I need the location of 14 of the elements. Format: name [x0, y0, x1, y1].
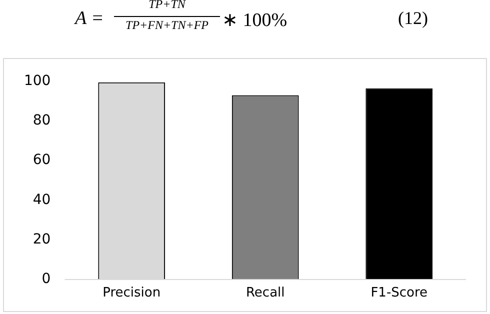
y-tick-label: 60	[32, 152, 51, 168]
text: (12)	[398, 8, 428, 29]
x-tick-label: Recall	[246, 286, 285, 301]
y-tick-label: 0	[42, 271, 51, 288]
y-tick-label: 80	[32, 112, 51, 129]
x-tick-label: Precision	[102, 286, 161, 301]
x-tick-label: F1-Score	[370, 286, 428, 301]
y-tick-label: 20	[32, 231, 51, 248]
text: TP+TN	[148, 0, 187, 12]
y-tick-label: 100	[24, 73, 51, 90]
text: ∗ 100%	[222, 9, 288, 32]
text: TP+FN+TN+FP	[124, 18, 210, 33]
text: A =	[75, 8, 104, 30]
y-tick-label: 40	[32, 192, 51, 208]
